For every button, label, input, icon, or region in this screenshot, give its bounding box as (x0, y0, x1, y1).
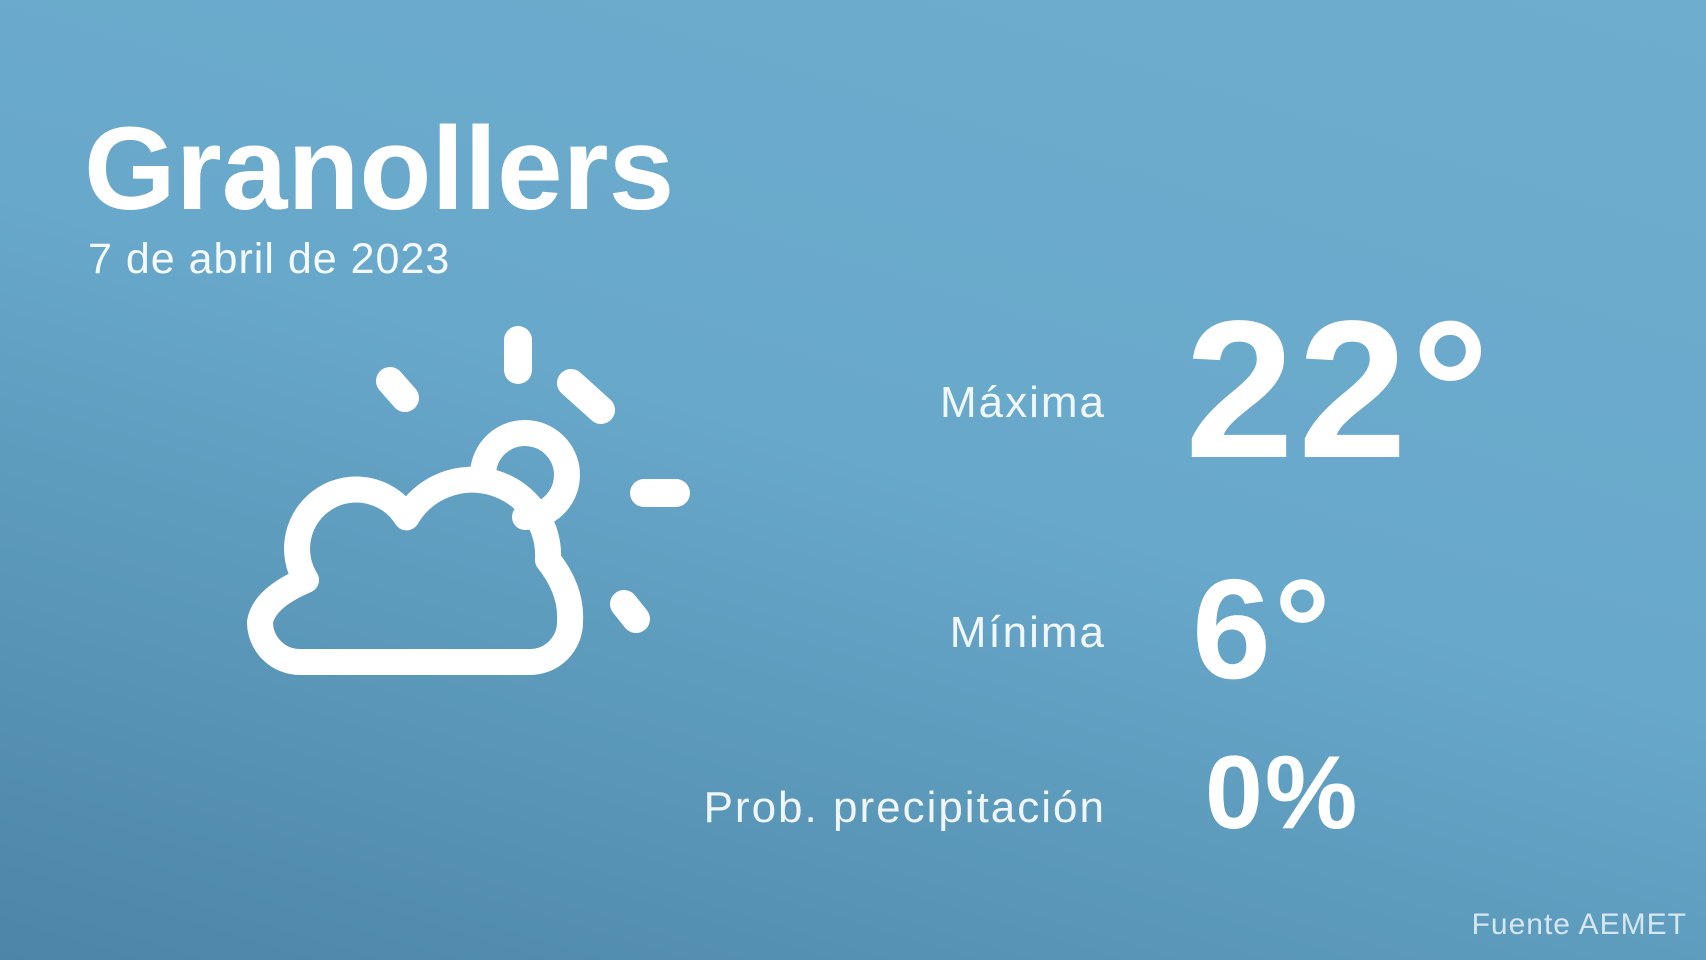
max-temp-label: Máxima (939, 378, 1106, 427)
cloud-outline (247, 466, 584, 675)
sun-rays (376, 326, 690, 633)
sun-behind-cloud-icon (247, 326, 690, 675)
sun-ray-upper-left (376, 367, 419, 412)
min-temp-label: Mínima (949, 608, 1106, 657)
min-temp-value: 6° (1192, 550, 1334, 709)
max-temp-value: 22° (1185, 280, 1494, 499)
precipitation-value: 0% (1205, 735, 1360, 851)
date-subtitle: 7 de abril de 2023 (88, 235, 451, 283)
source-attribution: Fuente AEMET (1471, 908, 1687, 941)
sun-ray-upper-right (557, 369, 615, 424)
page-title: Granollers (84, 103, 675, 235)
precipitation-label: Prob. precipitación (703, 783, 1106, 832)
sun-disc-arc (470, 420, 580, 530)
sun-ray-lower-right (610, 590, 650, 633)
